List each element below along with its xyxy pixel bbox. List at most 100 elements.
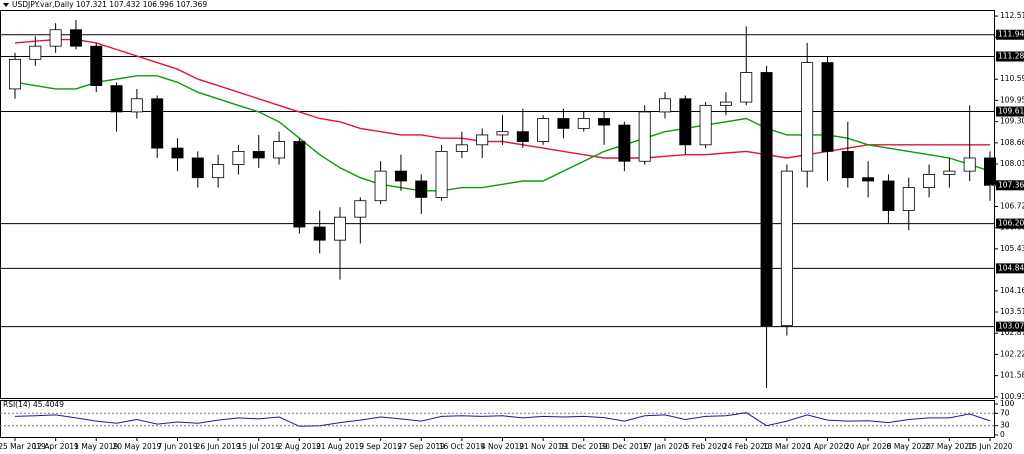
x-tick-label: 27 May 2020 <box>925 442 974 451</box>
candle-body <box>90 45 103 87</box>
y-tick-label: 108.015 <box>1000 159 1024 168</box>
y-tick-label: 102.225 <box>1000 349 1024 358</box>
rsi-line <box>14 412 991 427</box>
candle-body <box>293 141 306 228</box>
level-label-box <box>996 29 1024 40</box>
candle-body <box>191 157 204 179</box>
level-label-box <box>996 218 1024 229</box>
y-tick-label: 109.305 <box>1000 117 1024 126</box>
y-tick-label: 110.595 <box>1000 74 1024 83</box>
level-label: 109.612 <box>998 107 1024 116</box>
candle-body <box>516 131 529 142</box>
candle-body <box>334 216 346 241</box>
y-tick-label: 104.160 <box>1000 286 1024 295</box>
candle-body <box>252 150 265 159</box>
candle-body <box>171 147 184 159</box>
x-tick-label: 21 Aug 2019 <box>316 442 364 451</box>
rsi-tick-label: 70 <box>1000 408 1010 417</box>
x-tick-label: 17 Jan 2020 <box>643 442 688 451</box>
rsi-panel <box>0 400 995 438</box>
x-tick-label: 16 Oct 2019 <box>439 442 486 451</box>
y-tick-label: 105.435 <box>1000 244 1024 253</box>
candle-body <box>719 101 732 106</box>
level-label-box <box>996 51 1024 62</box>
y-tick-label: 112.515 <box>1000 11 1024 20</box>
rsi-tick-label: 100 <box>1000 399 1015 408</box>
x-tick-label: 27 Sep 2019 <box>397 442 445 451</box>
current-price-label: 107.369 <box>998 180 1024 189</box>
x-tick-label: 1 May 2019 <box>74 442 118 451</box>
candle-body <box>130 98 143 113</box>
price-panel <box>0 10 995 399</box>
candle-body <box>801 62 814 172</box>
x-tick-label: 21 Nov 2019 <box>519 442 567 451</box>
x-tick-label: 11 Dec 2019 <box>560 442 608 451</box>
x-tick-label: 5 Feb 2020 <box>685 442 727 451</box>
candle-body <box>577 118 590 129</box>
x-tick-label: 1 Apr 2020 <box>807 442 849 451</box>
candle-body <box>151 98 164 149</box>
candle-body <box>69 29 82 47</box>
candle-body <box>374 170 387 202</box>
rsi-label: RSI(14) 45.4049 <box>3 400 64 409</box>
candle-body <box>9 58 21 90</box>
x-tick-label: 2 Aug 2019 <box>278 442 321 451</box>
rsi-tick-label: 30 <box>1000 421 1010 430</box>
level-label: 111.286 <box>998 51 1024 60</box>
x-tick-label: 7 Jun 2019 <box>157 442 198 451</box>
x-tick-label: 9 Sep 2019 <box>359 442 402 451</box>
candle-body <box>882 180 895 211</box>
candle-body <box>212 164 225 179</box>
candle-body <box>740 72 753 103</box>
candle-body <box>110 85 123 113</box>
x-tick-label: 15 Jul 2019 <box>238 442 281 451</box>
candle-body <box>841 150 854 179</box>
symbol-arrow <box>3 3 9 7</box>
candle-body <box>394 170 407 182</box>
candle-body <box>455 144 468 152</box>
candle-body <box>984 157 996 186</box>
candle-body <box>537 118 550 142</box>
candle-body <box>557 118 570 129</box>
x-tick-label: 12 Apr 2019 <box>32 442 79 451</box>
level-label-box <box>996 321 1024 332</box>
x-tick-label: 20 Apr 2020 <box>845 442 892 451</box>
candle-body <box>760 72 773 327</box>
candle-body <box>598 118 611 126</box>
candle-body <box>659 98 671 113</box>
x-tick-label: 15 Jun 2020 <box>967 442 1012 451</box>
candle-body <box>232 150 245 165</box>
candle-body <box>963 157 976 172</box>
level-label: 103.070 <box>998 322 1024 331</box>
x-tick-label: 30 Dec 2019 <box>600 442 648 451</box>
rsi-tick-label: 0 <box>1000 430 1005 439</box>
x-tick-label: 8 May 2020 <box>887 442 931 451</box>
x-tick-label: 20 May 2019 <box>112 442 161 451</box>
y-tick-label: 102.870 <box>1000 328 1024 337</box>
candle-body <box>49 29 62 47</box>
candle-body <box>902 187 915 211</box>
y-tick-label: 108.660 <box>1000 138 1024 147</box>
chart-title: USDJPY.var,Daily 107.321 107.432 106.996… <box>12 0 207 9</box>
y-tick-label: 106.725 <box>1000 201 1024 210</box>
candle-body <box>435 150 448 198</box>
candle-body <box>862 177 875 182</box>
candle-body <box>679 98 692 146</box>
candle-body <box>780 170 793 327</box>
candle-body <box>821 62 834 152</box>
candle-body <box>496 131 509 136</box>
candle-body <box>313 226 326 241</box>
level-label: 104.842 <box>998 263 1024 272</box>
candle-body <box>699 104 712 146</box>
x-tick-label: 24 Feb 2020 <box>723 442 770 451</box>
y-tick-label: 109.950 <box>1000 95 1024 104</box>
candle-body <box>638 111 651 162</box>
candle-body <box>29 45 42 60</box>
candle-body <box>415 180 428 198</box>
candle-body <box>476 134 489 146</box>
current-price-box <box>996 180 1024 191</box>
candle-body <box>354 200 367 218</box>
x-tick-label: 13 Mar 2020 <box>763 442 811 451</box>
level-label-box <box>996 263 1024 274</box>
